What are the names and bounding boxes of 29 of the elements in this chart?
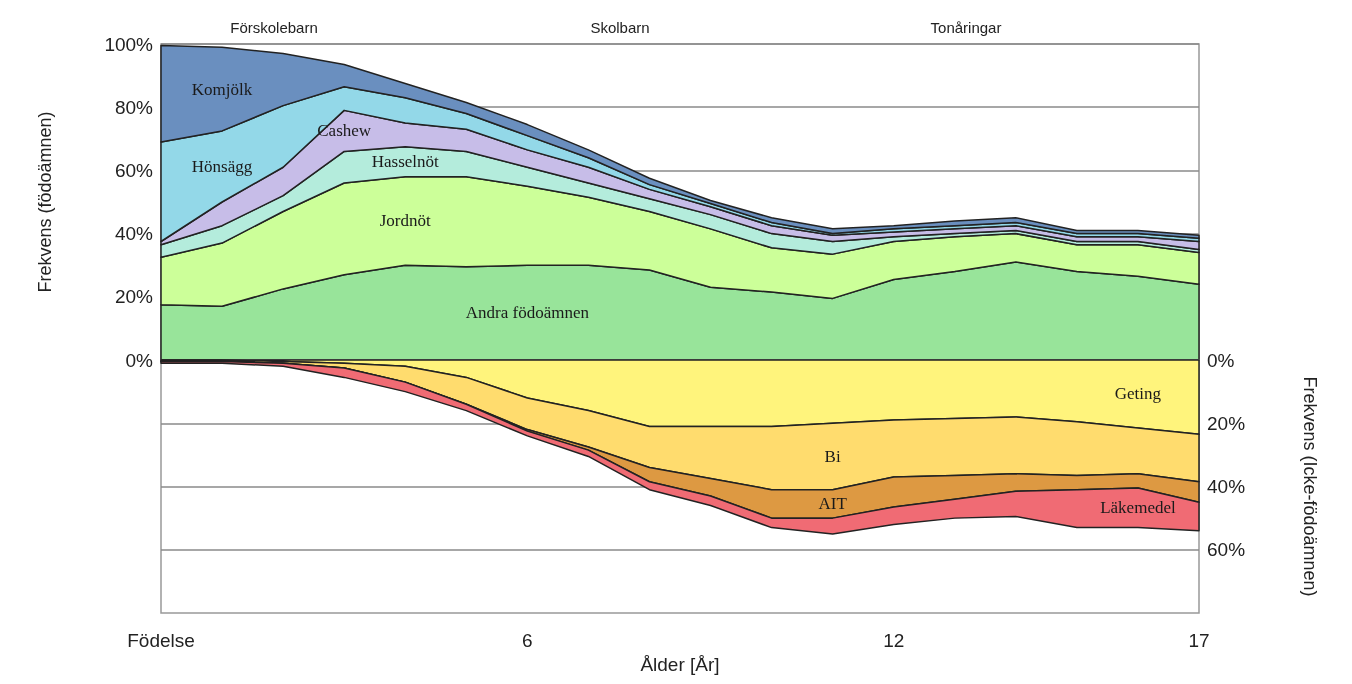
y2-tick-label: 40% — [1207, 476, 1246, 497]
x-tick-label: 17 — [1188, 630, 1210, 651]
y2-tick-label: 0% — [1207, 349, 1235, 371]
y2-tick-label: 60% — [1207, 539, 1246, 561]
y-tick-label: 100% — [104, 33, 154, 55]
x-tick-label: Födelse — [127, 630, 195, 651]
series-label: Cashew — [317, 121, 372, 141]
text: Förskolebarn — [230, 18, 318, 36]
y-tick-label: 20% — [114, 286, 154, 308]
y-tick-label: 80% — [114, 96, 154, 118]
y2-axis-title: Frekvens (Icke-födoämnen) — [1300, 376, 1320, 597]
x-axis-title: Ålder [År] — [640, 653, 720, 675]
series-label: Geting — [1114, 384, 1162, 404]
x-tick-label: 6 — [522, 630, 533, 651]
text: Tonåringar — [930, 18, 1002, 36]
y-tick-label: 40% — [114, 223, 154, 245]
text: Skolbarn — [590, 18, 650, 36]
y-axis-title: Frekvens (födoämnen) — [35, 111, 55, 293]
series-label: AIT — [818, 494, 848, 514]
series-label: Läkemedel — [1100, 498, 1176, 518]
series-label: Hönsägg — [191, 156, 253, 176]
y-tick-label: 0% — [125, 349, 154, 371]
series-label: Komjölk — [191, 79, 253, 99]
y2-tick-label: 20% — [1207, 412, 1246, 434]
series-label: Bi — [824, 446, 841, 466]
series-label: Hasselnöt — [371, 152, 440, 172]
y-tick-label: 60% — [114, 159, 154, 181]
x-tick-label: 12 — [883, 630, 905, 651]
series-label: Jordnöt — [379, 211, 432, 231]
